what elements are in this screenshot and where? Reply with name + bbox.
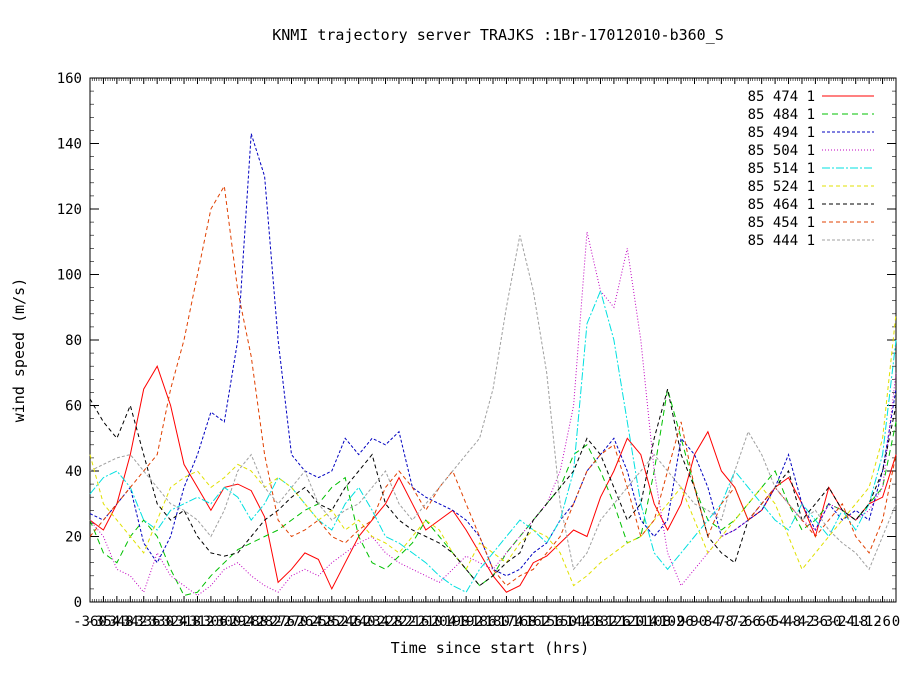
legend-label: 85 454 1 (748, 215, 815, 231)
x-tick-label: -138 (570, 614, 604, 630)
x-tick-label: -252 (315, 614, 349, 630)
series-line-3 (89, 133, 897, 577)
x-tick-label: -72 (722, 614, 747, 630)
x-tick-label: -234 (355, 614, 389, 630)
x-tick-label: -126 (597, 614, 631, 630)
x-tick-label: -132 (584, 614, 618, 630)
legend-label: 85 444 1 (748, 233, 815, 249)
x-tick-label: -156 (530, 614, 564, 630)
y-tick-label: 20 (65, 530, 82, 546)
legend: 85 474 1 85 484 1 85 494 1 85 504 1 85 514 1… (748, 89, 874, 249)
y-tick-label: 140 (57, 137, 82, 153)
series-lines (89, 133, 897, 597)
x-tick-label: -174 (490, 614, 524, 630)
x-tick-label: -330 (140, 614, 174, 630)
x-tick-label: -258 (302, 614, 336, 630)
x-tick-label: -222 (382, 614, 416, 630)
x-tick-label: -48 (776, 614, 801, 630)
x-tick-label: -12 (856, 614, 881, 630)
series-line-5 (89, 289, 897, 593)
x-tick-label: -162 (516, 614, 550, 630)
x-tick-label: -102 (651, 614, 685, 630)
x-tick-label: -150 (543, 614, 577, 630)
y-tick-label: 100 (57, 268, 82, 284)
x-tick-label: -348 (100, 614, 134, 630)
x-axis-ticks: -360-354-348-342-336-330-324-318-312-306… (73, 78, 900, 630)
x-tick-label: -324 (154, 614, 188, 630)
x-tick-label: -108 (637, 614, 671, 630)
legend-label: 85 474 1 (748, 89, 815, 105)
x-tick-label: -78 (709, 614, 734, 630)
x-tick-label: -306 (194, 614, 228, 630)
x-tick-label: -210 (409, 614, 443, 630)
x-tick-label: -288 (234, 614, 268, 630)
x-tick-label: -300 (207, 614, 241, 630)
legend-label: 85 504 1 (748, 143, 815, 159)
y-tick-label: 40 (65, 464, 82, 480)
x-tick-label: -42 (789, 614, 814, 630)
y-tick-label: 80 (65, 333, 82, 349)
chart-title: KNMI trajectory server TRAJKS :1Br-17012… (272, 26, 724, 44)
series-line-6 (89, 313, 897, 587)
x-tick-label: -120 (610, 614, 644, 630)
x-tick-label: -342 (113, 614, 147, 630)
y-tick-label: 60 (65, 399, 82, 415)
x-tick-label: -282 (248, 614, 282, 630)
x-tick-label: -114 (624, 614, 658, 630)
y-axis-ticks: 0 20 40 60 80 100 120 140 160 (57, 71, 896, 611)
y-tick-label: 120 (57, 202, 82, 218)
x-tick-label: -276 (261, 614, 295, 630)
x-tick-label: -24 (830, 614, 855, 630)
series-line-8 (89, 184, 897, 587)
x-tick-label: -264 (288, 614, 322, 630)
x-axis-label: Time since start (hrs) (391, 639, 590, 657)
x-tick-label: -312 (181, 614, 215, 630)
series-line-1 (89, 365, 897, 593)
y-axis-label: wind speed (m/s) (10, 278, 28, 423)
x-tick-label: -204 (422, 614, 456, 630)
x-tick-label: -318 (167, 614, 201, 630)
legend-label: 85 524 1 (748, 179, 815, 195)
legend-label: 85 514 1 (748, 161, 815, 177)
series-line-9 (89, 235, 897, 571)
x-tick-label: -354 (87, 614, 121, 630)
series-line-2 (89, 388, 897, 597)
legend-label: 85 484 1 (748, 107, 815, 123)
x-tick-label: -198 (436, 614, 470, 630)
x-tick-label: -60 (749, 614, 774, 630)
x-tick-label: -360 (73, 614, 107, 630)
x-tick-label: 0 (892, 614, 900, 630)
x-tick-label: -294 (221, 614, 255, 630)
x-tick-label: -96 (668, 614, 693, 630)
x-tick-label: -168 (503, 614, 537, 630)
x-tick-label: -216 (396, 614, 430, 630)
x-tick-label: -228 (369, 614, 403, 630)
x-tick-label: -54 (762, 614, 787, 630)
y-tick-label: 160 (57, 71, 82, 87)
x-tick-label: -180 (476, 614, 510, 630)
x-tick-label: -186 (463, 614, 497, 630)
x-tick-label: -336 (127, 614, 161, 630)
x-tick-label: -18 (843, 614, 868, 630)
x-tick-label: -240 (342, 614, 376, 630)
x-tick-label: -84 (695, 614, 720, 630)
legend-label: 85 494 1 (748, 125, 815, 141)
x-tick-label: -36 (803, 614, 828, 630)
y-tick-label: 0 (74, 595, 82, 611)
x-tick-label: -270 (275, 614, 309, 630)
x-tick-label: -6 (874, 614, 891, 630)
x-tick-label: -30 (816, 614, 841, 630)
legend-label: 85 464 1 (748, 197, 815, 213)
x-tick-label: -90 (682, 614, 707, 630)
x-tick-label: -192 (449, 614, 483, 630)
x-tick-label: -144 (557, 614, 591, 630)
x-tick-label: -246 (328, 614, 362, 630)
x-tick-label: -66 (736, 614, 761, 630)
